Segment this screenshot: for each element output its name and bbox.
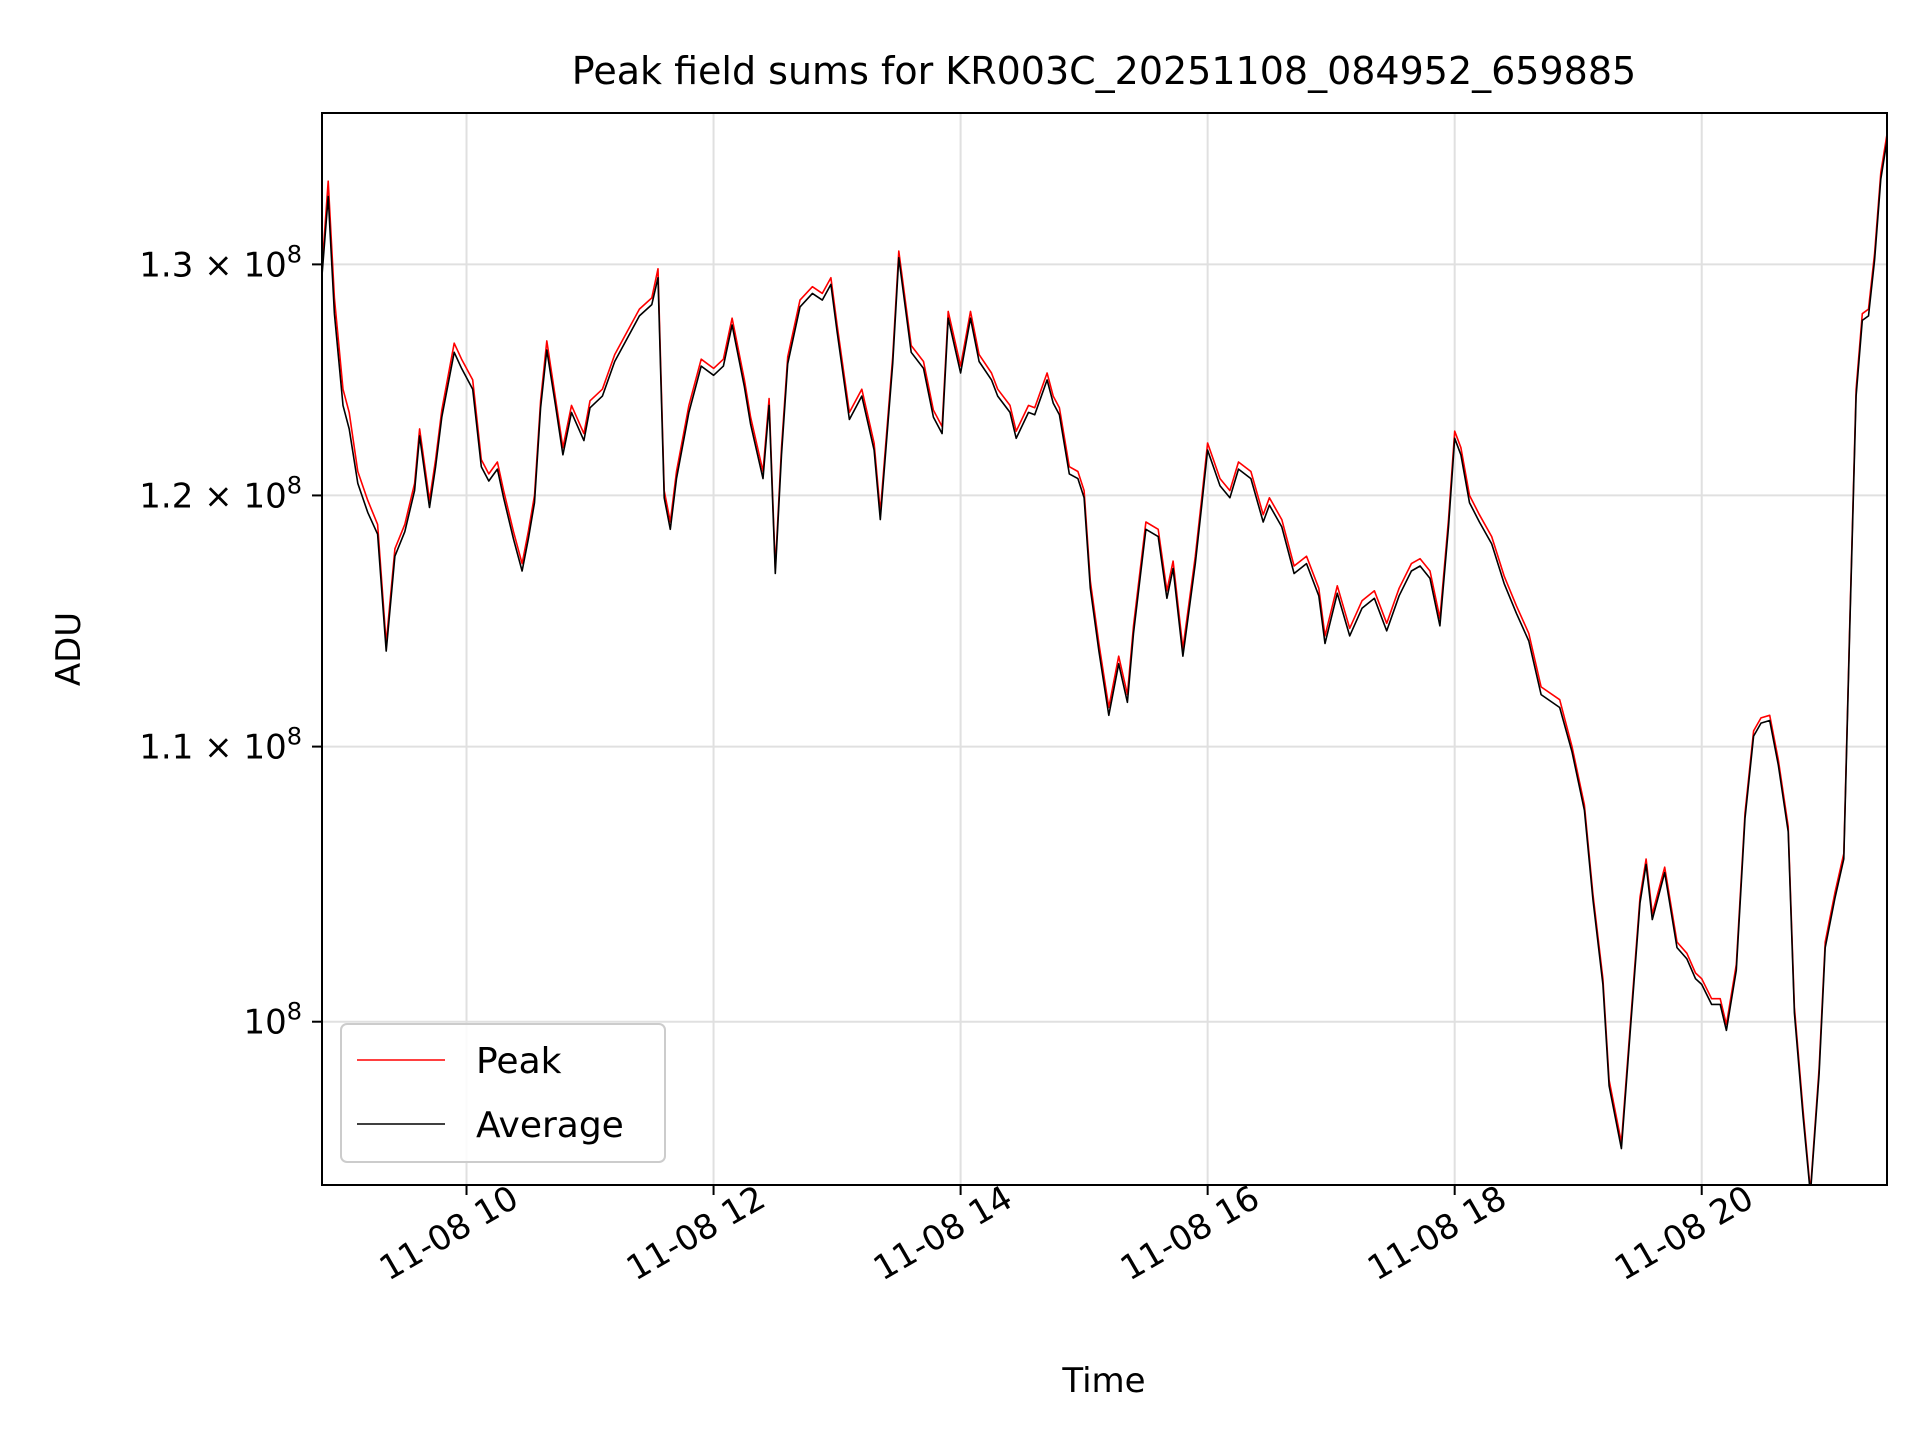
y-tick-label: 1.3 × 108: [139, 240, 302, 285]
y-tick-label-base: 10: [243, 1003, 286, 1043]
legend-box: [340, 1023, 666, 1163]
plot-frame: [321, 112, 1888, 1186]
plot-lines: [322, 133, 1887, 1185]
y-tick-label-exponent: 8: [287, 998, 302, 1026]
y-tick-label: 108: [243, 998, 302, 1043]
y-axis-label: ADU: [49, 612, 89, 686]
y-tick-label-exponent: 8: [287, 723, 302, 751]
y-tick-label-base: 1.1 × 10: [139, 728, 286, 768]
y-tick-label: 1.2 × 108: [139, 471, 302, 516]
legend-label-peak: Peak: [476, 1041, 562, 1082]
grid: [322, 113, 1887, 1185]
x-axis-label: Time: [1061, 1361, 1145, 1401]
y-tick-label: 1.1 × 108: [139, 723, 302, 768]
legend: Peak Average: [340, 1023, 666, 1163]
y-tick-label-exponent: 8: [287, 471, 302, 499]
chart-title: Peak field sums for KR003C_20251108_0849…: [572, 49, 1636, 93]
series-line-peak: [322, 133, 1887, 1185]
y-tick-label-base: 1.2 × 10: [139, 476, 286, 516]
legend-label-average: Average: [476, 1105, 624, 1146]
series-line-average: [322, 140, 1887, 1185]
y-tick-label-base: 1.3 × 10: [139, 245, 286, 285]
y-tick-label-exponent: 8: [287, 240, 302, 268]
